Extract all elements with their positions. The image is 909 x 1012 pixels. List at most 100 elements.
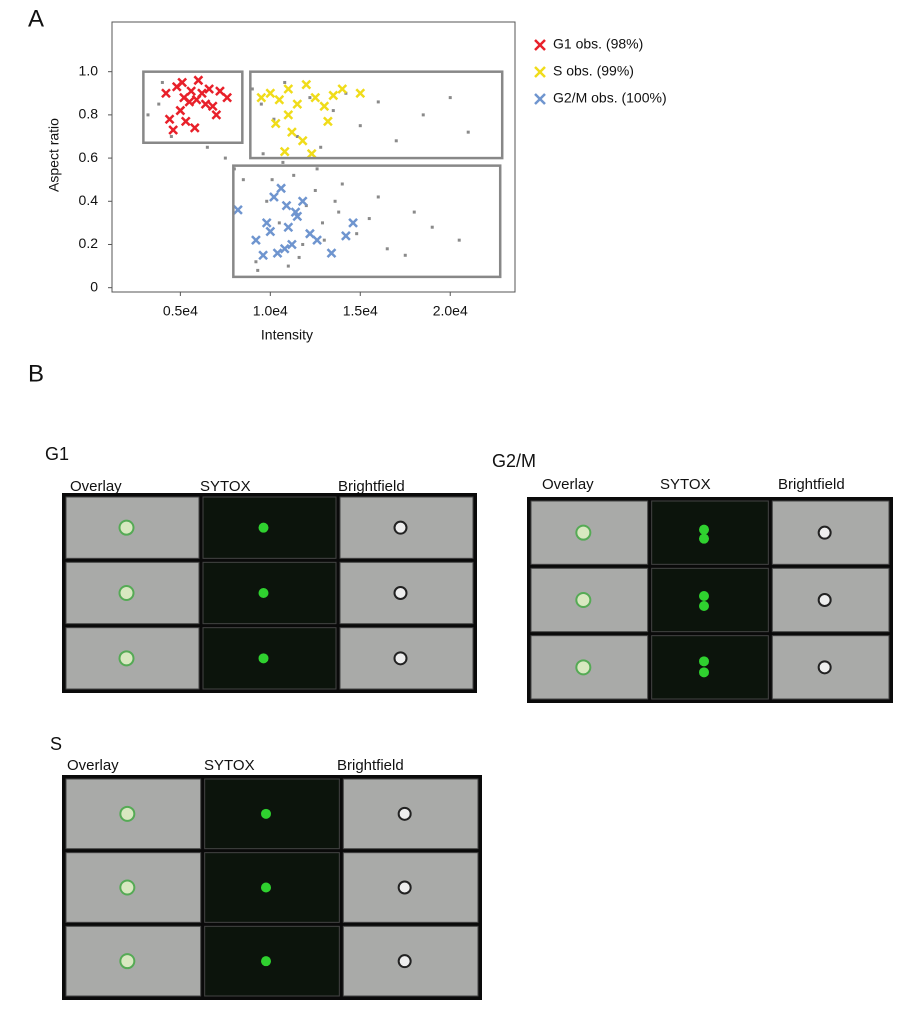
cell xyxy=(393,651,408,666)
point xyxy=(355,88,366,99)
column-header: SYTOX xyxy=(204,757,255,774)
point xyxy=(313,188,317,192)
marker-stroke xyxy=(256,92,267,103)
marker-stroke xyxy=(326,248,337,259)
point xyxy=(367,217,371,221)
column-header: Overlay xyxy=(70,478,122,495)
marker-stroke xyxy=(279,243,290,254)
point xyxy=(412,210,416,214)
point xyxy=(205,145,209,149)
marker-stroke xyxy=(301,79,312,90)
point xyxy=(272,248,283,259)
point xyxy=(265,88,276,99)
point xyxy=(204,84,215,94)
point xyxy=(448,96,452,100)
point xyxy=(394,139,398,143)
cell-image xyxy=(202,496,337,559)
point xyxy=(184,97,195,107)
point xyxy=(177,77,188,88)
point xyxy=(385,247,389,251)
point xyxy=(281,160,285,164)
point xyxy=(328,90,339,101)
marker-stroke xyxy=(290,207,301,217)
point xyxy=(211,109,222,120)
point xyxy=(358,124,362,128)
point xyxy=(254,260,258,264)
marker-stroke xyxy=(279,146,290,157)
marker-stroke xyxy=(310,92,321,103)
marker-stroke xyxy=(323,116,333,127)
point xyxy=(277,221,281,225)
nucleus xyxy=(261,956,271,967)
marker-stroke xyxy=(161,88,171,99)
point xyxy=(283,80,287,84)
point xyxy=(274,94,285,105)
point xyxy=(315,167,319,171)
gate xyxy=(232,164,502,279)
point xyxy=(287,239,297,250)
y-axis-label: Aspect ratio xyxy=(46,118,62,192)
x-tick-label: 1.0e4 xyxy=(253,303,288,319)
marker-stroke xyxy=(306,148,317,159)
cell-image xyxy=(651,500,769,565)
marker-stroke xyxy=(189,122,200,133)
point xyxy=(186,86,197,97)
marker-stroke xyxy=(341,230,351,241)
column-header: Brightfield xyxy=(778,476,845,493)
point xyxy=(261,217,272,228)
marker-stroke xyxy=(193,75,204,86)
point xyxy=(331,109,335,113)
point xyxy=(403,253,407,257)
marker-stroke xyxy=(191,94,202,105)
marker-stroke xyxy=(200,99,211,109)
marker-stroke xyxy=(175,105,186,116)
point xyxy=(286,264,290,268)
y-tick-label: 0.2 xyxy=(79,235,99,251)
nucleus xyxy=(699,601,709,611)
marker-stroke xyxy=(265,226,276,237)
point xyxy=(279,243,290,254)
cell xyxy=(817,525,832,540)
point xyxy=(376,195,380,199)
cell-image xyxy=(651,567,769,633)
marker-stroke xyxy=(207,101,218,112)
point xyxy=(146,113,150,117)
marker-stroke xyxy=(283,84,294,94)
cell-image xyxy=(204,852,340,923)
marker-stroke xyxy=(276,183,286,194)
cell-image xyxy=(651,635,769,700)
point xyxy=(160,80,164,84)
marker-stroke xyxy=(319,101,330,112)
marker-stroke xyxy=(281,200,292,211)
point xyxy=(169,134,173,138)
point xyxy=(305,228,315,239)
marker-stroke xyxy=(297,135,308,146)
point xyxy=(376,100,380,104)
marker-stroke xyxy=(534,66,546,78)
column-header: Overlay xyxy=(542,476,594,493)
y-tick-label: 0 xyxy=(90,278,98,294)
nucleus xyxy=(699,533,709,544)
cell xyxy=(817,593,832,607)
point xyxy=(269,192,279,202)
marker-stroke xyxy=(328,90,339,101)
point xyxy=(222,92,233,103)
x-tick-label: 0.5e4 xyxy=(163,303,198,319)
marker-stroke xyxy=(211,109,222,120)
point xyxy=(283,109,294,120)
cell xyxy=(817,660,832,675)
point xyxy=(164,114,175,125)
y-tick-label: 1.0 xyxy=(79,62,99,78)
point xyxy=(157,102,161,106)
point xyxy=(272,117,276,121)
cell xyxy=(575,592,592,608)
point xyxy=(337,84,348,94)
marker-stroke xyxy=(251,235,261,246)
marker-stroke xyxy=(179,92,189,103)
marker-stroke xyxy=(283,222,294,233)
point xyxy=(281,200,292,211)
point xyxy=(348,217,358,228)
point xyxy=(457,238,461,242)
point xyxy=(306,148,317,159)
point xyxy=(168,125,179,135)
